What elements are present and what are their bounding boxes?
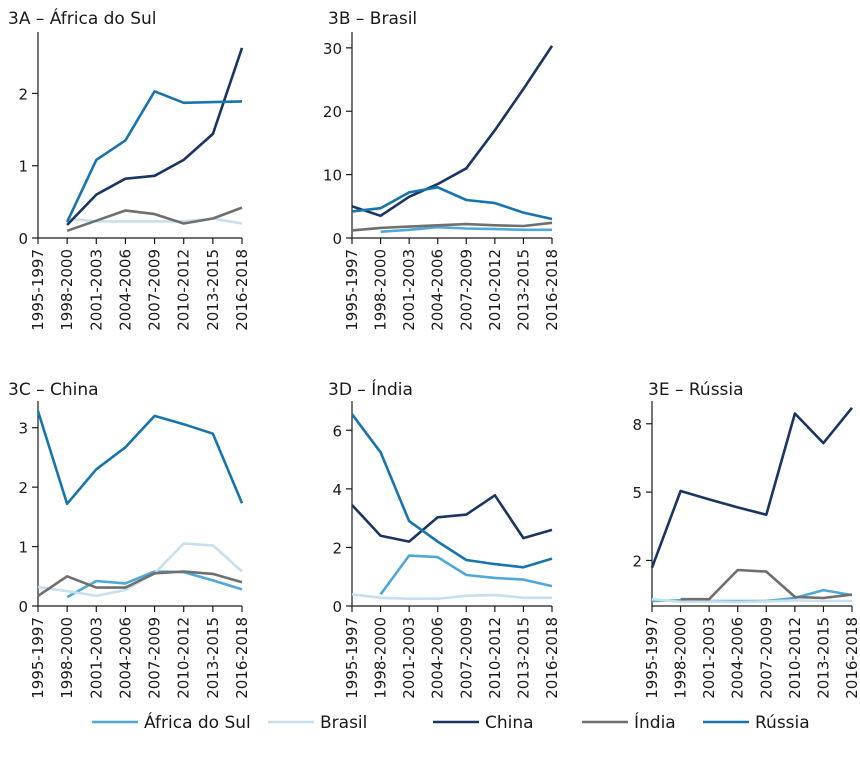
y-tick-label: 8 xyxy=(632,416,642,434)
x-tick-label: 1995-1997 xyxy=(643,617,661,699)
y-tick-label: 5 xyxy=(632,484,642,502)
x-tick-label: 2001-2003 xyxy=(87,617,105,699)
panel-title: 3A – África do Sul xyxy=(8,7,157,29)
series-line-russia xyxy=(65,90,243,223)
y-tick-label: 4 xyxy=(332,481,342,499)
y-tick-label: 1 xyxy=(18,158,28,176)
series-line-china xyxy=(650,406,854,569)
x-tick-label: 2013-2015 xyxy=(514,249,532,331)
x-tick-label: 2004-2006 xyxy=(729,617,747,699)
x-tick-label: 2010-2012 xyxy=(486,617,504,699)
x-tick-label: 1998-2000 xyxy=(58,249,76,331)
legend-label-india: Índia xyxy=(634,711,676,733)
panel-2: 3B – Brasil 0 10 20 30 1995-1997 1998-2000 2001… xyxy=(323,9,561,331)
series-line-china xyxy=(66,47,244,226)
x-tick-label: 2016-2018 xyxy=(543,617,561,699)
series-line-russia xyxy=(351,186,553,221)
series-line-china xyxy=(351,494,553,543)
panel-1: 3A – África do Sul 0 1 2 1995-1997 1998-2000 2… xyxy=(8,7,251,331)
x-tick-label: 1998-2000 xyxy=(372,617,390,699)
x-tick-label: 2013-2015 xyxy=(514,617,532,699)
panel-title: 3C – China xyxy=(8,380,99,400)
series-line-india xyxy=(66,206,243,233)
y-tick-label: 2 xyxy=(632,552,642,570)
x-tick-label: 2007-2009 xyxy=(146,249,164,331)
x-tick-label: 1995-1997 xyxy=(343,617,361,699)
y-tick-label: 2 xyxy=(332,539,342,557)
legend-label-china: China xyxy=(485,713,534,733)
x-tick-label: 2010-2012 xyxy=(486,249,504,331)
y-tick-label: 1 xyxy=(18,539,28,557)
series-line-russia xyxy=(350,413,553,569)
y-tick-label: 6 xyxy=(332,422,342,440)
panel-3: 3C – China 0 1 2 3 1995-1997 1998-2000 2001-200… xyxy=(8,380,251,699)
y-tick-label: 0 xyxy=(332,230,342,248)
x-tick-label: 2013-2015 xyxy=(204,617,222,699)
y-tick-label: 30 xyxy=(323,40,342,58)
series-line-africa-do-sul xyxy=(380,225,552,233)
y-tick-label: 0 xyxy=(18,598,28,616)
x-tick-label: 2013-2015 xyxy=(204,249,222,331)
y-tick-label: 0 xyxy=(18,230,28,248)
series-line-russia xyxy=(36,410,244,506)
panel-4: 3D – Índia 0 2 4 6 1995-1997 1998-2000 2001-200… xyxy=(328,378,561,699)
x-tick-label: 2007-2009 xyxy=(757,617,775,699)
x-tick-label: 1998-2000 xyxy=(672,617,690,699)
panel-title: 3E – Rússia xyxy=(648,380,744,400)
legend-label-africa-do-sul: África do Sul xyxy=(144,711,251,733)
y-tick-label: 2 xyxy=(18,479,28,497)
x-tick-label: 2013-2015 xyxy=(814,617,832,699)
y-tick-label: 20 xyxy=(323,103,342,121)
series-line-india xyxy=(351,221,553,232)
legend-label-brasil: Brasil xyxy=(320,713,367,733)
x-tick-label: 2016-2018 xyxy=(233,617,251,699)
x-tick-label: 2007-2009 xyxy=(146,617,164,699)
y-tick-label: 3 xyxy=(18,420,28,438)
x-tick-label: 2001-2003 xyxy=(400,617,418,699)
series-line-africa-do-sul xyxy=(379,554,553,596)
y-tick-label: 2 xyxy=(18,85,28,103)
x-tick-label: 1998-2000 xyxy=(372,249,390,331)
series-line-brasil xyxy=(37,542,243,598)
x-tick-label: 2016-2018 xyxy=(543,249,561,331)
x-tick-label: 2007-2009 xyxy=(457,617,475,699)
panel-title: 3B – Brasil xyxy=(328,9,417,29)
x-tick-label: 2016-2018 xyxy=(843,617,860,699)
x-tick-label: 1995-1997 xyxy=(29,249,47,331)
x-tick-label: 2010-2012 xyxy=(786,617,804,699)
x-tick-label: 2016-2018 xyxy=(233,249,251,331)
y-tick-label: 10 xyxy=(323,167,342,185)
x-tick-label: 2010-2012 xyxy=(175,249,193,331)
y-tick-label: 0 xyxy=(332,598,342,616)
x-tick-label: 2004-2006 xyxy=(429,249,447,331)
x-tick-label: 1995-1997 xyxy=(29,617,47,699)
x-tick-label: 2004-2006 xyxy=(429,617,447,699)
x-tick-label: 2007-2009 xyxy=(457,249,475,331)
x-tick-label: 2001-2003 xyxy=(700,617,718,699)
x-tick-label: 1998-2000 xyxy=(58,617,76,699)
x-tick-label: 2004-2006 xyxy=(116,249,134,331)
x-tick-label: 1995-1997 xyxy=(343,249,361,331)
series-line-brasil xyxy=(351,593,552,600)
series-line-india xyxy=(37,570,243,597)
series-line-india xyxy=(680,568,853,601)
panel-5: 3E – Rússia 2 5 8 1995-1997 1998-2000 2001-200… xyxy=(632,380,860,699)
x-tick-label: 2001-2003 xyxy=(87,249,105,331)
series-line-brasil xyxy=(651,597,852,604)
panel-title: 3D – Índia xyxy=(328,378,413,400)
legend-label-russia: Rússia xyxy=(755,713,810,733)
x-tick-label: 2010-2012 xyxy=(175,617,193,699)
x-tick-label: 2001-2003 xyxy=(400,249,418,331)
legend: África do Sul Brasil China Índia Rússia xyxy=(92,711,810,733)
series-line-china xyxy=(351,45,554,218)
x-tick-label: 2004-2006 xyxy=(116,617,134,699)
